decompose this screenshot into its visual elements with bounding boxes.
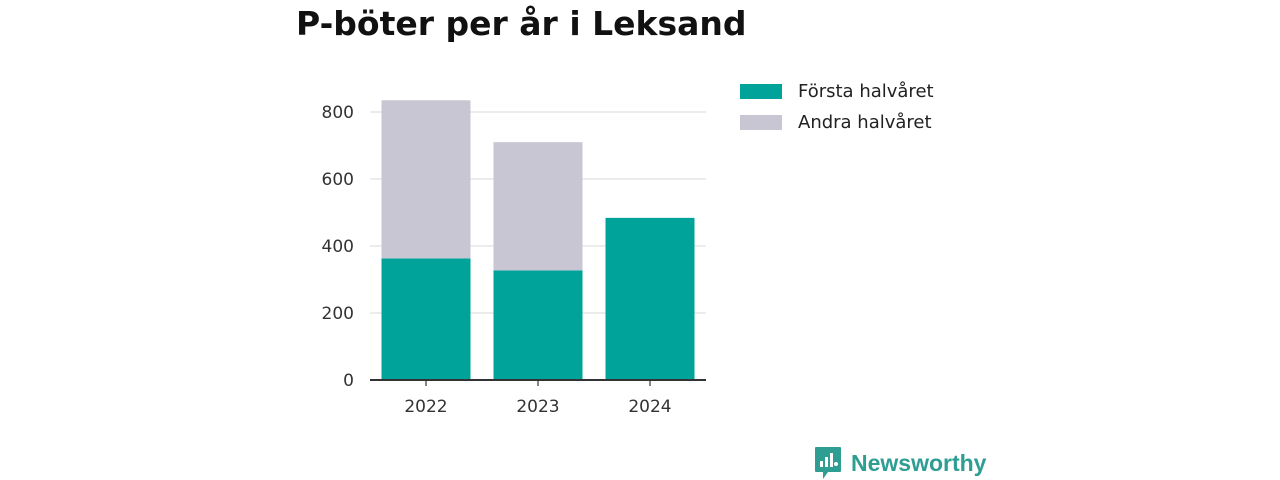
chart-title: P-böter per år i Leksand (296, 4, 747, 43)
chart-legend: Första halvåret Andra halvåret (740, 76, 934, 138)
legend-item-second-half: Andra halvåret (740, 107, 934, 138)
bar-2023-series-1 (493, 142, 583, 271)
legend-swatch-second-half (740, 115, 782, 130)
y-tick-label-0: 0 (343, 371, 354, 391)
y-tick-label-600: 600 (322, 170, 354, 190)
newsworthy-brand: Newsworthy (814, 446, 986, 480)
y-tick-label-200: 200 (322, 304, 354, 324)
bar-2022-series-0 (381, 258, 471, 380)
newsworthy-wordmark: Newsworthy (851, 449, 987, 476)
bar-2024-series-0 (605, 217, 695, 380)
y-tick-label-400: 400 (322, 237, 354, 257)
bar-2023-series-0 (493, 270, 583, 380)
x-tick-label-2024: 2024 (628, 397, 671, 417)
legend-label-second-half: Andra halvåret (798, 112, 932, 133)
newsworthy-logo-icon (815, 447, 841, 479)
legend-label-first-half: Första halvåret (798, 81, 934, 102)
legend-swatch-first-half (740, 84, 782, 99)
x-tick-label-2022: 2022 (404, 397, 447, 417)
y-tick-label-800: 800 (322, 103, 354, 123)
bar-2022-series-1 (381, 100, 471, 259)
x-tick-label-2023: 2023 (516, 397, 559, 417)
legend-item-first-half: Första halvåret (740, 76, 934, 107)
